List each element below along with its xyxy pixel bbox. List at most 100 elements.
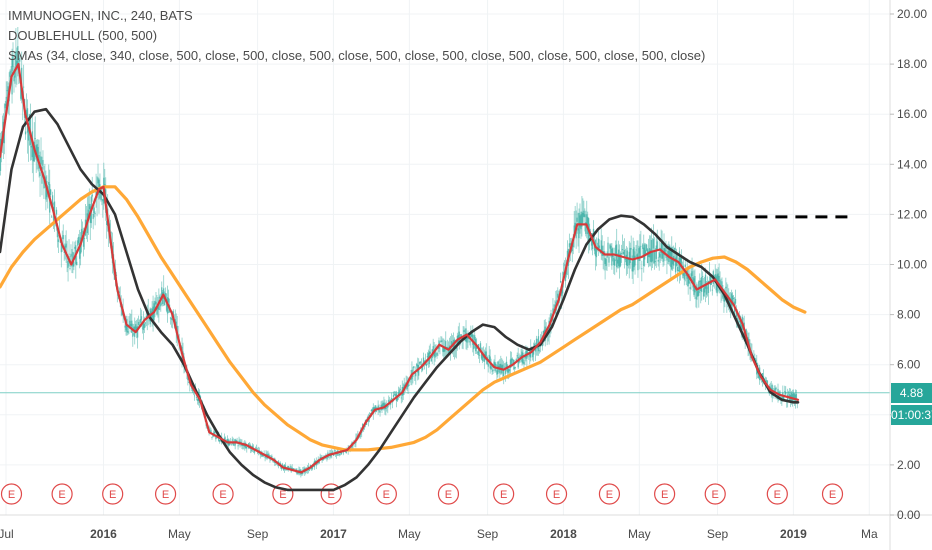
legend-symbol-title[interactable]: IMMUNOGEN, INC., 240, BATS (8, 8, 193, 23)
candle-body (520, 354, 522, 358)
candle-body (644, 250, 647, 255)
x-tick-label: 2019 (780, 527, 807, 541)
candle-body (69, 268, 71, 269)
earnings-label: E (661, 489, 668, 501)
candle-body (588, 234, 591, 237)
candle-body (580, 214, 582, 230)
candle-body (541, 342, 544, 347)
candle-body (172, 311, 175, 315)
candle-body (140, 316, 143, 320)
candle-body (655, 245, 658, 259)
candle-body (709, 276, 712, 285)
candle-body (51, 195, 54, 206)
candle-body (406, 383, 408, 389)
candle-body (282, 467, 285, 470)
candle-body (19, 58, 21, 62)
x-axis[interactable]: Jul 2016 May Sep 2017 May Sep 2018 May Sep 2019 Ma (0, 527, 878, 541)
candle-body (554, 304, 556, 309)
candle-body (25, 109, 28, 120)
candle-body (303, 469, 305, 471)
candle-body (755, 359, 757, 364)
candle-body (160, 302, 162, 307)
candle-body (577, 228, 579, 231)
earnings-label: E (712, 489, 719, 501)
candle-body (224, 440, 227, 445)
candle-body (5, 96, 7, 106)
earnings-label: E (383, 489, 390, 501)
candle-body (513, 367, 516, 370)
candle-body (573, 225, 575, 236)
candle-body (132, 333, 134, 337)
candle-body (22, 86, 25, 88)
candle-body (488, 354, 490, 362)
candle-body (134, 324, 137, 331)
earnings-label: E (109, 489, 116, 501)
candle-body (509, 359, 512, 368)
candle-body (642, 244, 644, 250)
candle-body (732, 298, 735, 299)
candle-body (253, 449, 256, 453)
candle-body (133, 326, 135, 330)
candle-body (77, 240, 79, 246)
candle-body (637, 253, 639, 271)
candle-body (502, 368, 505, 377)
candle-body (654, 261, 657, 262)
candle-body (446, 347, 449, 348)
candle-body (574, 222, 576, 230)
candle-body (730, 293, 733, 307)
grid (0, 0, 890, 516)
candle-body (481, 352, 484, 361)
candle-body (609, 244, 611, 249)
candle-body (421, 366, 424, 371)
candle-body (425, 363, 428, 366)
candle-body (474, 335, 476, 341)
earnings-label: E (327, 489, 334, 501)
candle-body (691, 271, 693, 277)
candle-body (522, 352, 524, 364)
candle-body (616, 259, 619, 264)
candle-body (538, 350, 541, 352)
candle-body (246, 447, 248, 449)
candle-body (656, 241, 658, 250)
candle-body (666, 256, 668, 261)
candle-body (664, 248, 666, 256)
candle-body (442, 347, 444, 352)
candle-body (17, 46, 19, 70)
candle-body (88, 203, 91, 210)
candle-body (191, 389, 194, 392)
earnings-marker (821, 483, 844, 505)
candle-body (583, 210, 585, 217)
candle-body (49, 189, 52, 195)
candle-body (163, 298, 166, 306)
candle-body (460, 334, 462, 338)
x-tick-label: 2016 (90, 527, 117, 541)
candle-body (156, 304, 158, 315)
y-tick-label: 12.00 (897, 207, 927, 221)
candle-body (159, 296, 161, 299)
candle-body (604, 257, 606, 265)
candle-body (37, 146, 39, 159)
candle-body (612, 247, 614, 257)
candle-body (400, 397, 403, 399)
legend-doublehull[interactable]: DOUBLEHULL (500, 500) (8, 28, 158, 43)
x-tick-label: Ma (861, 527, 878, 541)
candle-body (165, 299, 168, 311)
candle-body (392, 394, 395, 398)
candle-body (531, 351, 534, 358)
candle-body (634, 255, 636, 266)
candle-body (143, 323, 146, 329)
candle-body (27, 126, 30, 141)
legend-smas[interactable]: SMAs (34, close, 340, close, 500, close,… (8, 48, 706, 63)
candle-body (61, 237, 63, 239)
candle-body (517, 356, 519, 368)
candle-body (524, 355, 526, 359)
candle-body (684, 264, 686, 267)
candle-body (238, 440, 240, 442)
y-axis[interactable]: 20.0018.0016.0014.0012.0010.008.006.004.… (890, 7, 927, 522)
candle-body (487, 363, 489, 367)
y-tick-label: 14.00 (897, 157, 927, 171)
candle-body (707, 280, 710, 293)
candle-body (415, 372, 417, 377)
candle-body (67, 261, 69, 268)
